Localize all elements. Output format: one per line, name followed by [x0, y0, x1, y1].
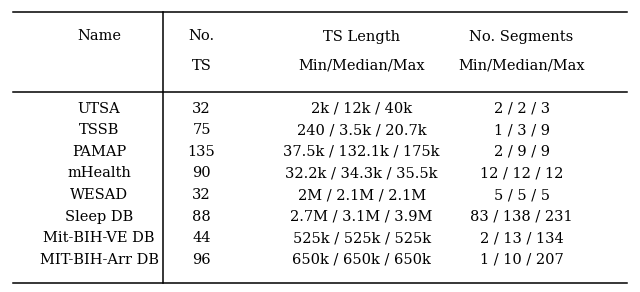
Text: 2.7M / 3.1M / 3.9M: 2.7M / 3.1M / 3.9M [291, 210, 433, 224]
Text: 96: 96 [192, 253, 211, 267]
Text: Min/Median/Max: Min/Median/Max [458, 59, 585, 73]
Text: 32: 32 [192, 102, 211, 116]
Text: 650k / 650k / 650k: 650k / 650k / 650k [292, 253, 431, 267]
Text: 75: 75 [193, 123, 211, 137]
Text: 12 / 12 / 12: 12 / 12 / 12 [480, 166, 563, 180]
Text: 1 / 3 / 9: 1 / 3 / 9 [493, 123, 550, 137]
Text: 135: 135 [188, 145, 216, 159]
Text: 32: 32 [192, 188, 211, 202]
Text: TSSB: TSSB [79, 123, 120, 137]
Text: 2 / 9 / 9: 2 / 9 / 9 [493, 145, 550, 159]
Text: mHealth: mHealth [67, 166, 131, 180]
Text: No. Segments: No. Segments [470, 29, 573, 44]
Text: 32.2k / 34.3k / 35.5k: 32.2k / 34.3k / 35.5k [285, 166, 438, 180]
Text: 1 / 10 / 207: 1 / 10 / 207 [480, 253, 563, 267]
Text: 2k / 12k / 40k: 2k / 12k / 40k [311, 102, 412, 116]
Text: No.: No. [189, 29, 214, 44]
Text: 90: 90 [192, 166, 211, 180]
Text: 88: 88 [192, 210, 211, 224]
Text: Sleep DB: Sleep DB [65, 210, 133, 224]
Text: 5 / 5 / 5: 5 / 5 / 5 [493, 188, 550, 202]
Text: Min/Median/Max: Min/Median/Max [298, 59, 425, 73]
Text: Name: Name [77, 29, 121, 44]
Text: TS: TS [191, 59, 212, 73]
Text: 2 / 13 / 134: 2 / 13 / 134 [480, 231, 563, 245]
Text: 44: 44 [193, 231, 211, 245]
Text: UTSA: UTSA [78, 102, 120, 116]
Text: WESAD: WESAD [70, 188, 128, 202]
Text: TS Length: TS Length [323, 29, 400, 44]
Text: 37.5k / 132.1k / 175k: 37.5k / 132.1k / 175k [284, 145, 440, 159]
Text: PAMAP: PAMAP [72, 145, 126, 159]
Text: 525k / 525k / 525k: 525k / 525k / 525k [292, 231, 431, 245]
Text: 240 / 3.5k / 20.7k: 240 / 3.5k / 20.7k [297, 123, 426, 137]
Text: 2 / 2 / 3: 2 / 2 / 3 [493, 102, 550, 116]
Text: Mit-BIH-VE DB: Mit-BIH-VE DB [44, 231, 155, 245]
Text: 2M / 2.1M / 2.1M: 2M / 2.1M / 2.1M [298, 188, 426, 202]
Text: MIT-BIH-Arr DB: MIT-BIH-Arr DB [40, 253, 159, 267]
Text: 83 / 138 / 231: 83 / 138 / 231 [470, 210, 573, 224]
